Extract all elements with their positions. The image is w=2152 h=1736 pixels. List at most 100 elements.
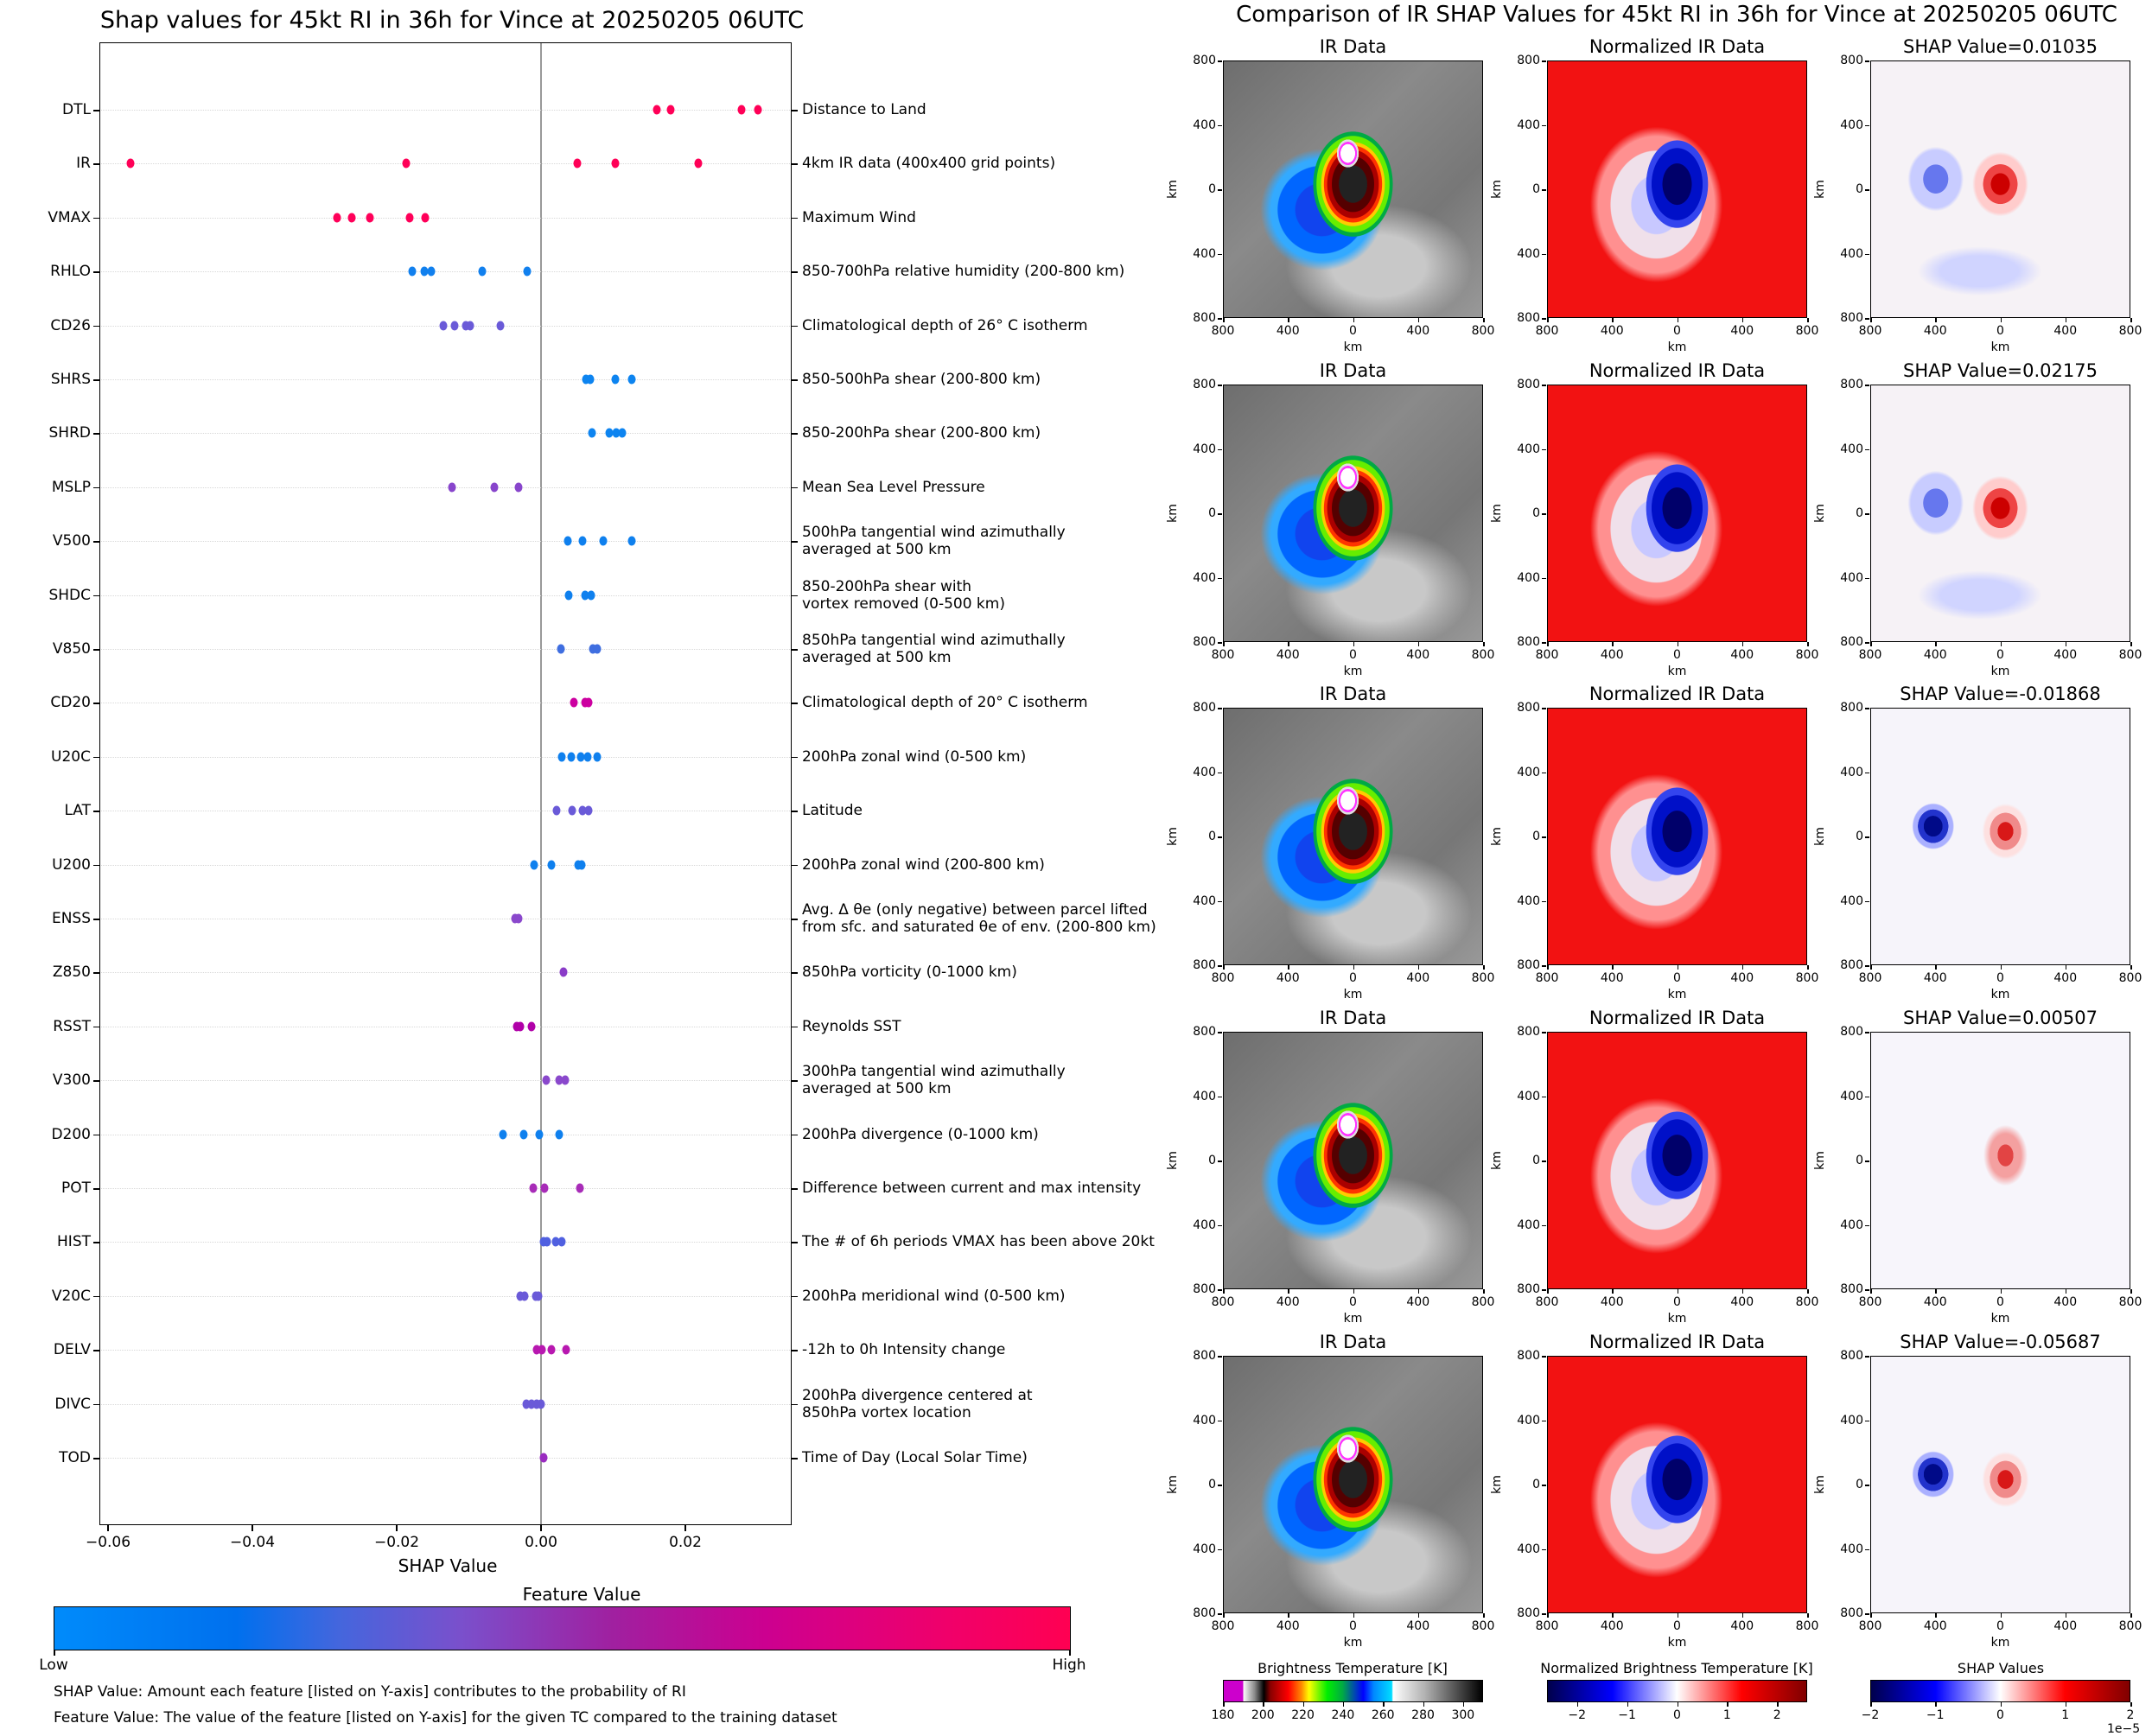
km-x-tick-label: 800 — [1211, 324, 1235, 338]
km-y-tick-label: 400 — [1517, 442, 1540, 456]
panel-title: IR Data — [1319, 1332, 1387, 1352]
km-x-tick — [1223, 642, 1225, 646]
feature-label-enss: ENSS — [51, 910, 91, 927]
km-x-tick — [1612, 642, 1614, 646]
y-tick-left — [93, 1458, 99, 1459]
colorbar-tick — [1223, 1702, 1225, 1707]
shap-point-cd26 — [439, 321, 448, 331]
km-x-tick — [1547, 1613, 1549, 1618]
y-tick-right — [792, 217, 798, 219]
colorbar-tick-label: −1 — [1618, 1708, 1636, 1722]
km-x-tick-label: 400 — [1406, 324, 1430, 338]
feature-label-shrs: SHRS — [50, 371, 91, 388]
feature-description-dtl: Distance to Land — [802, 101, 926, 118]
km-x-tick — [2130, 965, 2132, 970]
km-x-tick-label: 0 — [1996, 1295, 2004, 1309]
km-y-tick — [1865, 772, 1869, 773]
km-x-tick-label: 0 — [1673, 1619, 1681, 1633]
feature-label-delv: DELV — [53, 1341, 91, 1359]
shap-point-ir — [402, 158, 411, 169]
km-y-tick — [1865, 1420, 1869, 1421]
shap-point-delv — [532, 1345, 541, 1355]
km-x-tick — [1807, 318, 1809, 322]
colorbar-tick — [2130, 1702, 2132, 1707]
shap-point-u20c — [567, 752, 576, 762]
km-x-tick — [2000, 1289, 2002, 1294]
km-y-tick-label: 400 — [1193, 1218, 1216, 1232]
y-tick-left — [93, 163, 99, 165]
km-y-tick-label: 0 — [1208, 506, 1216, 520]
km-y-tick-label: 0 — [1856, 830, 1863, 843]
row-gridline — [101, 1080, 790, 1082]
shap-point-dtl — [754, 105, 761, 115]
km-x-tick — [1353, 318, 1354, 322]
shap-point-u20c — [593, 752, 602, 762]
km-x-tick — [1353, 1613, 1354, 1618]
y-tick-right — [792, 1242, 798, 1243]
km-y-tick — [1542, 1613, 1546, 1615]
feature-label-shrd: SHRD — [48, 424, 91, 442]
km-x-tick-label: 800 — [1535, 1295, 1559, 1309]
colorbar-tick — [1342, 1702, 1345, 1707]
shap-point-shdc — [587, 590, 595, 601]
km-y-tick-label: 800 — [1517, 311, 1540, 325]
km-x-tick-label: 0 — [1349, 971, 1357, 985]
row-gridline — [101, 217, 790, 219]
y-tick-right — [792, 271, 798, 273]
km-x-tick-label: 800 — [1471, 648, 1495, 662]
km-x-tick-label: 800 — [1471, 1619, 1495, 1633]
panel-title: IR Data — [1319, 360, 1387, 381]
km-y-tick-label: 400 — [1517, 1218, 1540, 1232]
km-y-tick-label: 800 — [1193, 1025, 1216, 1039]
row-gridline — [101, 1295, 790, 1297]
km-x-tick-label: 800 — [2118, 324, 2142, 338]
km-y-tick-label: 800 — [1193, 1349, 1216, 1363]
km-x-tick-label: 400 — [1923, 648, 1947, 662]
x-tick — [107, 1525, 109, 1531]
km-x-tick — [1935, 965, 1937, 970]
km-y-tick — [1542, 708, 1546, 709]
shap-map-image — [1870, 60, 2130, 318]
panel-title: SHAP Value=-0.05687 — [1900, 1332, 2101, 1352]
y-tick-right — [792, 1080, 798, 1082]
km-y-tick-label: 400 — [1193, 442, 1216, 456]
km-y-tick — [1865, 1548, 1869, 1550]
km-x-tick — [2065, 1613, 2067, 1618]
km-x-tick — [2065, 965, 2067, 970]
km-x-tick — [1612, 1613, 1614, 1618]
km-x-tick-label: 800 — [2118, 971, 2142, 985]
km-y-tick-label: 800 — [1193, 701, 1216, 715]
row-gridline — [101, 1242, 790, 1243]
feature-description-u20c: 200hPa zonal wind (0-500 km) — [802, 747, 1027, 766]
km-x-tick-label: 0 — [1673, 324, 1681, 338]
km-x-tick-label: 800 — [1795, 1619, 1819, 1633]
feature-value-colorbar — [54, 1606, 1071, 1650]
km-y-tick-label: 800 — [1517, 701, 1540, 715]
y-tick-right — [792, 595, 798, 597]
y-tick-right — [792, 1134, 798, 1136]
km-x-tick — [1288, 318, 1289, 322]
km-y-tick — [1218, 1032, 1222, 1033]
km-x-tick-label: 800 — [1858, 648, 1882, 662]
km-x-tick — [1547, 318, 1549, 322]
km-x-tick-label: 400 — [1406, 971, 1430, 985]
km-x-tick-label: 0 — [1996, 324, 2004, 338]
km-x-tick-label: 400 — [1406, 648, 1430, 662]
row-gridline — [101, 486, 790, 488]
km-y-tick — [1218, 1224, 1222, 1226]
y-tick-right — [792, 1295, 798, 1298]
shap-point-rsst — [516, 1021, 525, 1032]
feature-description-rsst: Reynolds SST — [802, 1017, 901, 1035]
feature-label-u20c: U20C — [51, 747, 91, 766]
km-x-tick — [2000, 1613, 2002, 1618]
feature-description-mslp: Mean Sea Level Pressure — [802, 478, 985, 496]
km-x-tick — [1741, 642, 1744, 646]
shap-point-cd20 — [584, 697, 593, 708]
km-y-tick — [1865, 448, 1869, 450]
km-x-axis-label: km — [1667, 1636, 1687, 1650]
km-x-tick — [2130, 1289, 2132, 1294]
shap-point-v300 — [555, 1075, 563, 1085]
km-x-tick — [1483, 642, 1485, 646]
y-tick-left — [93, 325, 99, 327]
panel-title: IR Data — [1319, 684, 1387, 704]
